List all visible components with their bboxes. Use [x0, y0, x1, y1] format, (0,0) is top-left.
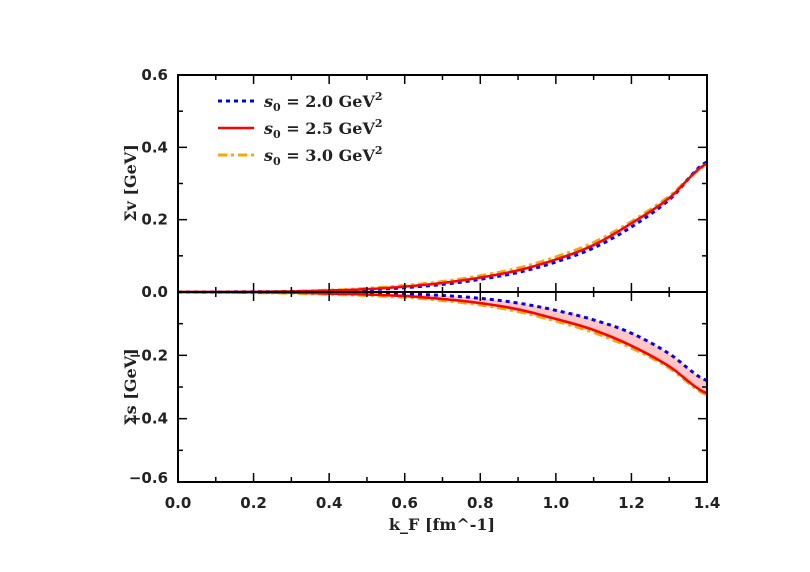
legend: s0 = 2.0 GeV2 s0 = 2.5 GeV2 s0 = 3.0 GeV2 — [218, 90, 383, 168]
uncertainty-band — [178, 291, 707, 395]
x-tick-label: 0.4 — [316, 494, 343, 512]
y-tick-label: 0.6 — [141, 66, 168, 84]
y-tick-label: −0.2 — [129, 346, 168, 364]
plot-frame — [177, 74, 708, 483]
y-tick-label: −0.4 — [129, 410, 168, 428]
x-tick-label: 0.6 — [391, 494, 418, 512]
legend-label: s0 = 2.5 GeV2 — [263, 117, 383, 141]
x-tick-label: 1.0 — [543, 494, 570, 512]
x-tick-label: 0.8 — [467, 494, 494, 512]
legend-label: s0 = 3.0 GeV2 — [263, 144, 383, 168]
legend-label: s0 = 2.0 GeV2 — [263, 90, 383, 114]
curves — [178, 160, 708, 397]
y-tick-label: −0.6 — [129, 469, 168, 487]
x-tick-label: 1.4 — [694, 494, 721, 512]
x-tick-label: 0.2 — [240, 494, 267, 512]
axes: 0.0 0.2 0.4 0.6 0.8 1.0 1.2 1.4 0.0 0.2 0.4 0.6 −0.6… — [129, 66, 720, 512]
y-axis-label-bottom: Σs [GeV] — [121, 348, 140, 425]
series-line-solid-panel2 — [178, 290, 708, 395]
uncertainty-band-area — [178, 291, 707, 395]
y-tick-label: 0.2 — [141, 211, 168, 229]
y-axis-label-top: Σv [GeV] — [121, 144, 140, 222]
x-tick-label: 1.2 — [618, 494, 645, 512]
y-tick-label: 0.0 — [141, 283, 168, 301]
series-line-dashdot-panel1 — [178, 163, 708, 294]
x-tick-label: 0.0 — [165, 494, 192, 512]
series-line-solid-panel1 — [178, 162, 708, 294]
y-tick-label: 0.4 — [141, 138, 168, 156]
x-axis-label: k_F [fm^-1] — [389, 515, 495, 534]
